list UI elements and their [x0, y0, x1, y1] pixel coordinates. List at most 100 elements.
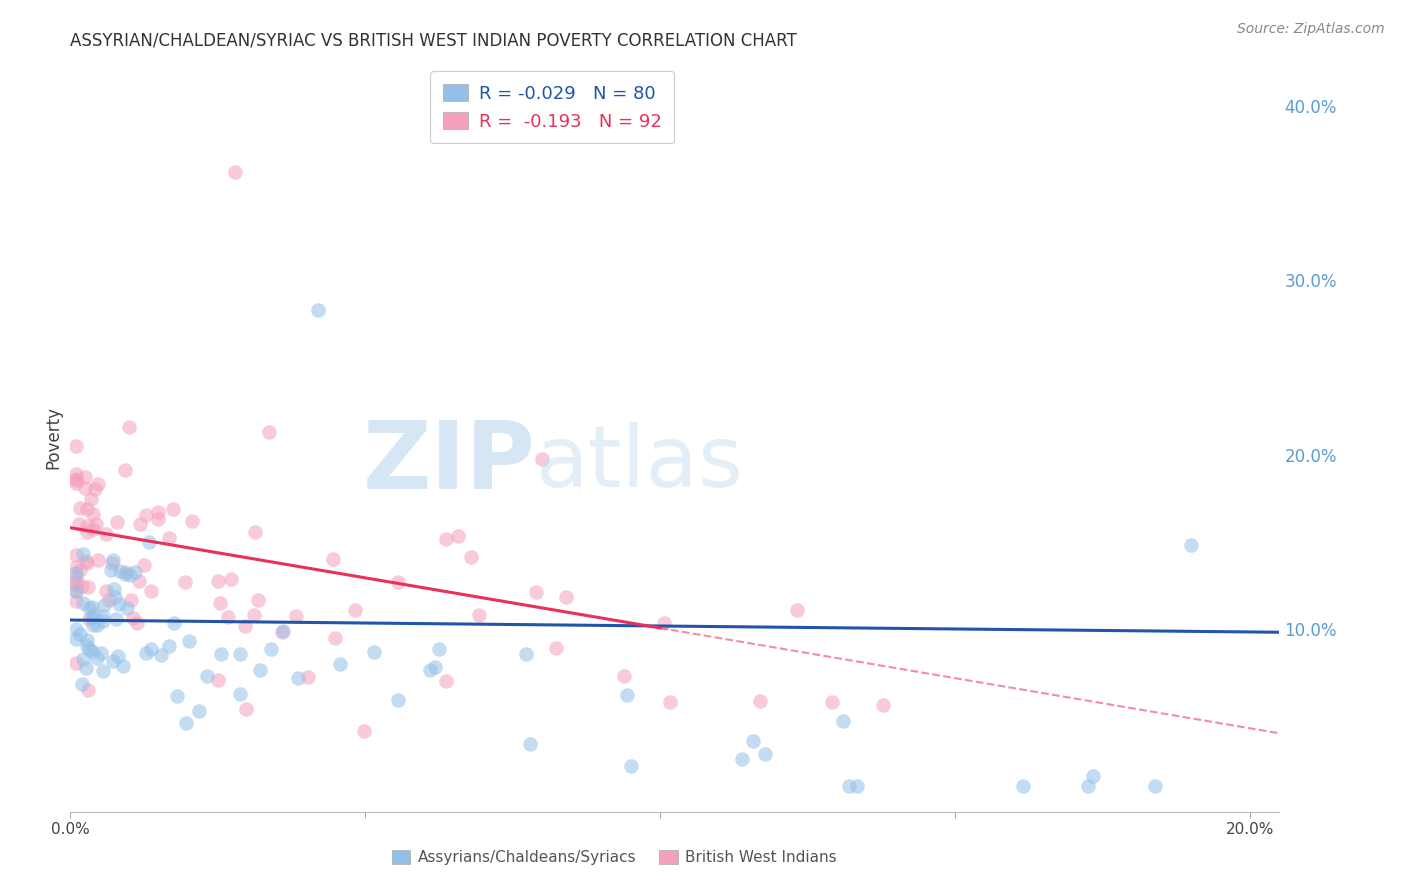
Point: [555, 590, 578, 604]
Point: [353, 724, 375, 739]
Point: [65, 578, 87, 592]
Point: [65, 570, 87, 584]
Point: [101, 553, 124, 567]
Point: [72, 677, 94, 691]
Point: [93, 599, 115, 613]
Point: [65, 439, 87, 453]
Point: [65, 574, 87, 589]
Point: [79, 612, 101, 626]
Point: [114, 567, 136, 582]
Point: [174, 716, 197, 731]
Text: ZIP: ZIP: [363, 417, 536, 509]
Point: [1081, 769, 1104, 783]
Point: [446, 529, 468, 543]
Point: [82, 507, 104, 521]
Point: [97, 593, 120, 607]
Point: [76, 639, 98, 653]
Point: [65, 472, 87, 486]
Point: [821, 695, 844, 709]
Point: [515, 647, 537, 661]
Point: [786, 602, 808, 616]
Point: [86, 617, 108, 632]
Point: [69, 626, 91, 640]
Point: [76, 682, 98, 697]
Point: [427, 642, 450, 657]
Point: [519, 737, 541, 751]
Point: [65, 583, 87, 598]
Point: [307, 302, 329, 317]
Point: [128, 574, 150, 589]
Point: [87, 476, 110, 491]
Point: [104, 591, 127, 605]
Point: [163, 615, 186, 630]
Point: [91, 665, 114, 679]
Point: [207, 574, 229, 589]
Point: [80, 600, 103, 615]
Point: [838, 779, 860, 793]
Point: [219, 572, 242, 586]
Point: [229, 687, 252, 701]
Point: [101, 654, 124, 668]
Point: [80, 492, 103, 507]
Point: [208, 596, 231, 610]
Point: [105, 612, 128, 626]
Point: [65, 622, 87, 636]
Point: [544, 640, 567, 655]
Text: Source: ZipAtlas.com: Source: ZipAtlas.com: [1237, 22, 1385, 37]
Point: [65, 632, 87, 646]
Point: [181, 515, 204, 529]
Point: [72, 652, 94, 666]
Point: [297, 670, 319, 684]
Point: [135, 508, 157, 523]
Point: [235, 702, 257, 716]
Point: [76, 580, 98, 594]
Point: [124, 565, 146, 579]
Point: [754, 747, 776, 761]
Point: [75, 554, 97, 568]
Point: [120, 568, 142, 582]
Point: [135, 646, 157, 660]
Point: [325, 632, 347, 646]
Point: [259, 425, 281, 440]
Point: [1012, 779, 1035, 793]
Text: ASSYRIAN/CHALDEAN/SYRIAC VS BRITISH WEST INDIAN POVERTY CORRELATION CHART: ASSYRIAN/CHALDEAN/SYRIAC VS BRITISH WEST…: [70, 32, 797, 50]
Point: [69, 500, 91, 515]
Point: [233, 618, 256, 632]
Point: [76, 525, 98, 540]
Point: [209, 648, 232, 662]
Point: [132, 558, 155, 573]
Point: [613, 669, 636, 683]
Point: [108, 597, 131, 611]
Point: [343, 603, 366, 617]
Point: [94, 583, 117, 598]
Point: [138, 534, 160, 549]
Point: [100, 563, 122, 577]
Point: [616, 688, 638, 702]
Point: [65, 656, 87, 670]
Point: [1144, 779, 1167, 793]
Point: [229, 648, 252, 662]
Legend: Assyrians/Chaldeans/Syriacs, British West Indians: Assyrians/Chaldeans/Syriacs, British Wes…: [385, 844, 844, 871]
Point: [65, 548, 87, 562]
Point: [72, 548, 94, 562]
Point: [157, 531, 180, 545]
Point: [114, 565, 136, 579]
Point: [86, 516, 108, 531]
Point: [65, 584, 87, 599]
Point: [207, 673, 229, 687]
Point: [76, 632, 98, 647]
Point: [115, 600, 138, 615]
Point: [90, 646, 112, 660]
Point: [748, 693, 770, 707]
Point: [246, 593, 269, 607]
Point: [174, 574, 197, 589]
Point: [526, 585, 548, 599]
Point: [65, 476, 87, 491]
Point: [82, 618, 104, 632]
Point: [75, 661, 97, 675]
Point: [120, 593, 142, 607]
Point: [141, 583, 163, 598]
Point: [846, 779, 869, 793]
Point: [103, 582, 125, 597]
Point: [76, 502, 98, 516]
